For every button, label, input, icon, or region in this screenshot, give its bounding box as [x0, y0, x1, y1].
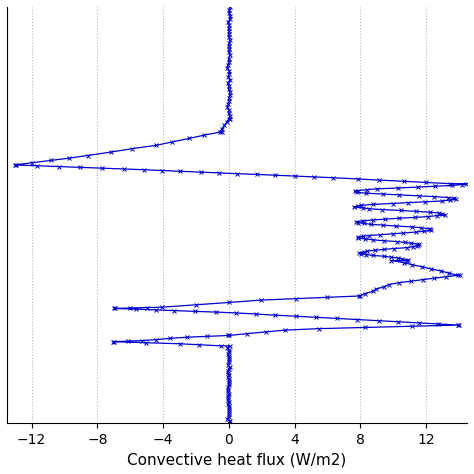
- X-axis label: Convective heat flux (W/m2): Convective heat flux (W/m2): [128, 452, 346, 467]
